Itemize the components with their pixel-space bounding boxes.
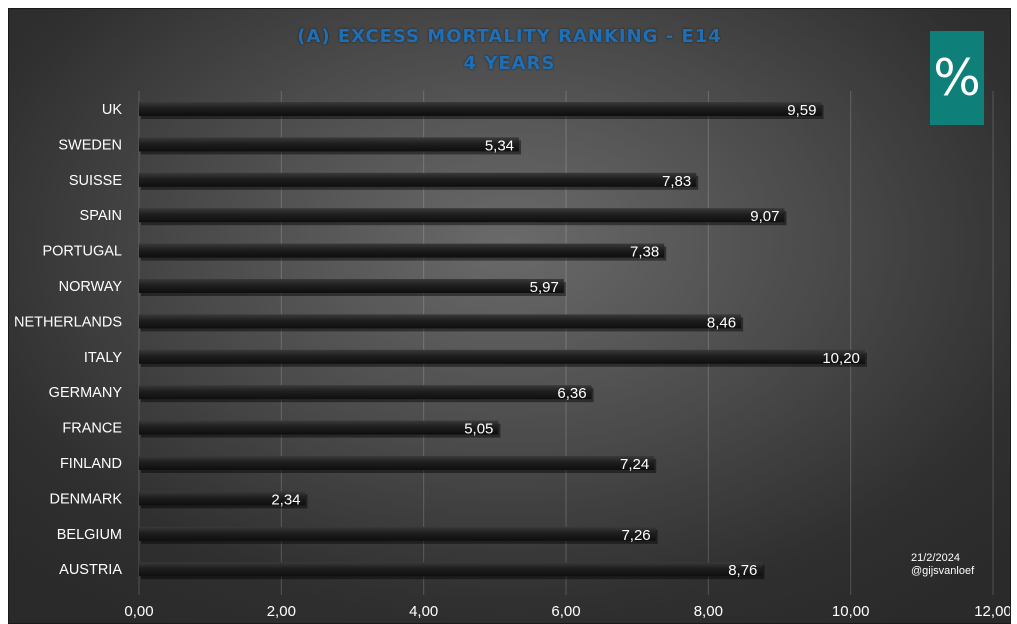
bar xyxy=(139,243,665,258)
bar xyxy=(139,349,865,364)
data-label: 9,07 xyxy=(750,208,779,225)
chart-title: (A) EXCESS MORTALITY RANKING - E14 xyxy=(297,26,722,47)
data-label: 10,20 xyxy=(822,350,860,367)
bar xyxy=(139,172,697,187)
data-label: 7,38 xyxy=(630,244,659,261)
data-label: 9,59 xyxy=(787,102,816,119)
plot-area: 9,59 5,34 7,83 9,07 7,38 5,97 8,46 10,20 6,36 5,0… xyxy=(14,91,1011,620)
data-label: 5,34 xyxy=(485,137,514,154)
category-label: NORWAY xyxy=(59,279,123,295)
category-label: BELGIUM xyxy=(57,527,122,543)
category-label: SWEDEN xyxy=(58,137,122,153)
category-label: ITALY xyxy=(84,350,122,366)
x-tick-label: 12,00 xyxy=(974,603,1011,620)
data-label: 7,83 xyxy=(662,173,691,190)
credit-handle: @gijsvanloef xyxy=(911,565,975,577)
category-label: NETHERLANDS xyxy=(14,314,122,330)
data-label: 6,36 xyxy=(557,385,586,402)
category-label: AUSTRIA xyxy=(59,562,122,578)
category-label: SPAIN xyxy=(80,208,122,224)
data-label: 7,26 xyxy=(621,527,650,544)
bar xyxy=(139,491,306,506)
bar xyxy=(139,102,822,116)
category-labels: UK SWEDEN SUISSE SPAIN PORTUGAL NORWAY NETHERL… xyxy=(14,102,122,578)
x-tick-label: 2,00 xyxy=(267,603,296,620)
bar xyxy=(139,385,592,400)
chart-title-block: (A) EXCESS MORTALITY RANKING - E14 4 YEA… xyxy=(9,23,1010,77)
data-label: 2,34 xyxy=(271,491,300,508)
bar xyxy=(139,314,742,329)
category-label: SUISSE xyxy=(69,173,123,189)
gridlines xyxy=(138,91,994,595)
data-label: 5,05 xyxy=(464,421,493,438)
category-label: UK xyxy=(102,102,122,118)
data-label: 7,24 xyxy=(620,456,649,473)
category-label: FINLAND xyxy=(60,456,122,472)
category-label: GERMANY xyxy=(49,385,123,401)
bar xyxy=(139,279,564,293)
bars: 9,59 5,34 7,83 9,07 7,38 5,97 8,46 10,20 6,36 5,0… xyxy=(139,102,867,580)
chart-subtitle: 4 YEARS xyxy=(463,53,556,74)
category-label: FRANCE xyxy=(62,421,122,437)
x-tick-label: 8,00 xyxy=(694,603,723,620)
bar xyxy=(139,526,656,541)
bar xyxy=(139,420,499,435)
data-label: 8,76 xyxy=(728,562,757,579)
bar xyxy=(139,456,655,470)
bar xyxy=(139,208,785,223)
credit-block: 21/2/2024 @gijsvanloef xyxy=(911,552,1001,578)
bar xyxy=(139,562,763,577)
x-tick-label: 0,00 xyxy=(124,603,153,620)
credit-date: 21/2/2024 xyxy=(911,552,960,564)
category-label: DENMARK xyxy=(49,491,122,507)
x-tick-label: 4,00 xyxy=(409,603,438,620)
data-label: 8,46 xyxy=(707,314,736,331)
percent-logo-icon: % xyxy=(930,31,984,125)
chart-frame: (A) EXCESS MORTALITY RANKING - E14 4 YEA… xyxy=(8,8,1011,624)
x-tick-label: 10,00 xyxy=(832,603,870,620)
bar xyxy=(139,137,520,152)
x-tick-label: 6,00 xyxy=(551,603,580,620)
x-axis-ticks: 0,00 2,00 4,00 6,00 8,00 10,00 12,00 xyxy=(124,603,1011,620)
data-label: 5,97 xyxy=(530,279,559,296)
category-label: PORTUGAL xyxy=(42,244,122,260)
